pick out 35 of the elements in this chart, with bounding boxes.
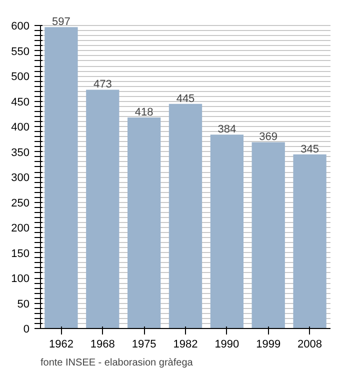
data-label: 384 <box>218 124 236 136</box>
x-tick-label: 1999 <box>256 338 281 350</box>
y-tick-label: 100 <box>11 273 30 286</box>
x-tick-label: 2008 <box>298 338 322 350</box>
y-tick-label: 50 <box>17 298 30 310</box>
data-label: 597 <box>52 16 70 28</box>
bar <box>44 27 78 328</box>
y-tick-label: 350 <box>11 146 30 159</box>
bar <box>86 90 120 328</box>
y-tick-label: 600 <box>11 20 30 33</box>
y-tick-label: 200 <box>11 222 30 235</box>
y-tick-label: 0 <box>23 324 30 336</box>
y-tick-label: 150 <box>11 248 30 260</box>
y-tick-label: 300 <box>11 172 30 184</box>
data-label: 418 <box>134 106 154 119</box>
data-label: 445 <box>176 92 195 105</box>
y-tick-label: 500 <box>11 71 30 84</box>
x-tick-label: 1968 <box>90 338 115 350</box>
data-label: 345 <box>300 143 319 156</box>
y-tick-label: 550 <box>11 46 30 58</box>
bar <box>210 134 244 328</box>
x-tick-label: 1962 <box>48 338 74 350</box>
x-tick-label: 1990 <box>214 338 240 350</box>
y-tick-label: 400 <box>11 122 30 134</box>
y-tick-label: 250 <box>11 197 30 210</box>
data-label: 473 <box>93 78 112 91</box>
x-tick-label: 1982 <box>173 338 198 350</box>
bar <box>293 154 326 328</box>
bar <box>128 118 161 328</box>
bar <box>252 142 285 328</box>
bar <box>168 104 202 328</box>
source-note: fonte INSEE - elaborasion gràfega <box>40 358 194 368</box>
x-tick-label: 1975 <box>132 338 156 350</box>
y-tick-label: 450 <box>11 96 30 108</box>
data-label: 369 <box>259 131 278 144</box>
